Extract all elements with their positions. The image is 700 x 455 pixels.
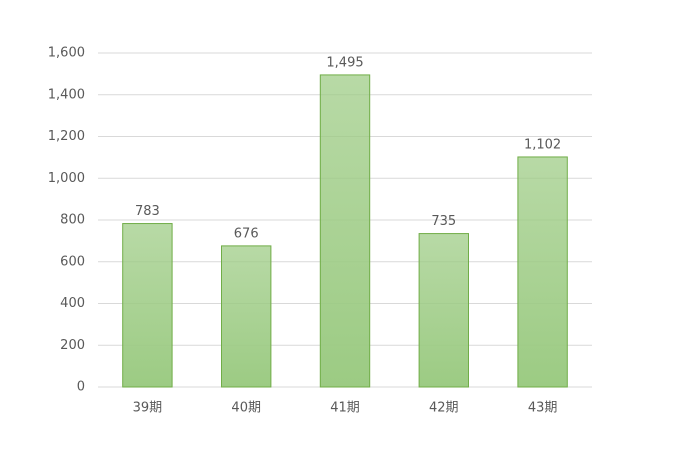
bar xyxy=(517,156,568,388)
y-tick-label: 1,400 xyxy=(48,87,85,102)
x-tick-label: 39期 xyxy=(133,401,163,416)
bar xyxy=(122,223,173,388)
bar xyxy=(221,245,272,388)
y-tick-label: 600 xyxy=(60,254,85,269)
x-tick-label: 40期 xyxy=(231,401,261,416)
value-label: 1,495 xyxy=(326,55,363,70)
y-tick-label: 1,600 xyxy=(48,46,85,61)
y-tick-label: 0 xyxy=(77,380,85,395)
value-label: 1,102 xyxy=(524,137,561,152)
y-tick-label: 200 xyxy=(60,338,85,353)
x-tick-label: 42期 xyxy=(429,401,459,416)
y-tick-label: 1,200 xyxy=(48,129,85,144)
x-tick-label: 41期 xyxy=(330,401,360,416)
y-tick-label: 1,000 xyxy=(48,171,85,186)
value-label: 676 xyxy=(234,226,259,241)
y-tick-label: 400 xyxy=(60,296,85,311)
value-label: 783 xyxy=(135,204,160,219)
y-tick-label: 800 xyxy=(60,213,85,228)
bar xyxy=(319,74,371,388)
bar xyxy=(418,233,470,388)
x-tick-label: 43期 xyxy=(528,401,558,416)
value-label: 735 xyxy=(431,214,456,229)
